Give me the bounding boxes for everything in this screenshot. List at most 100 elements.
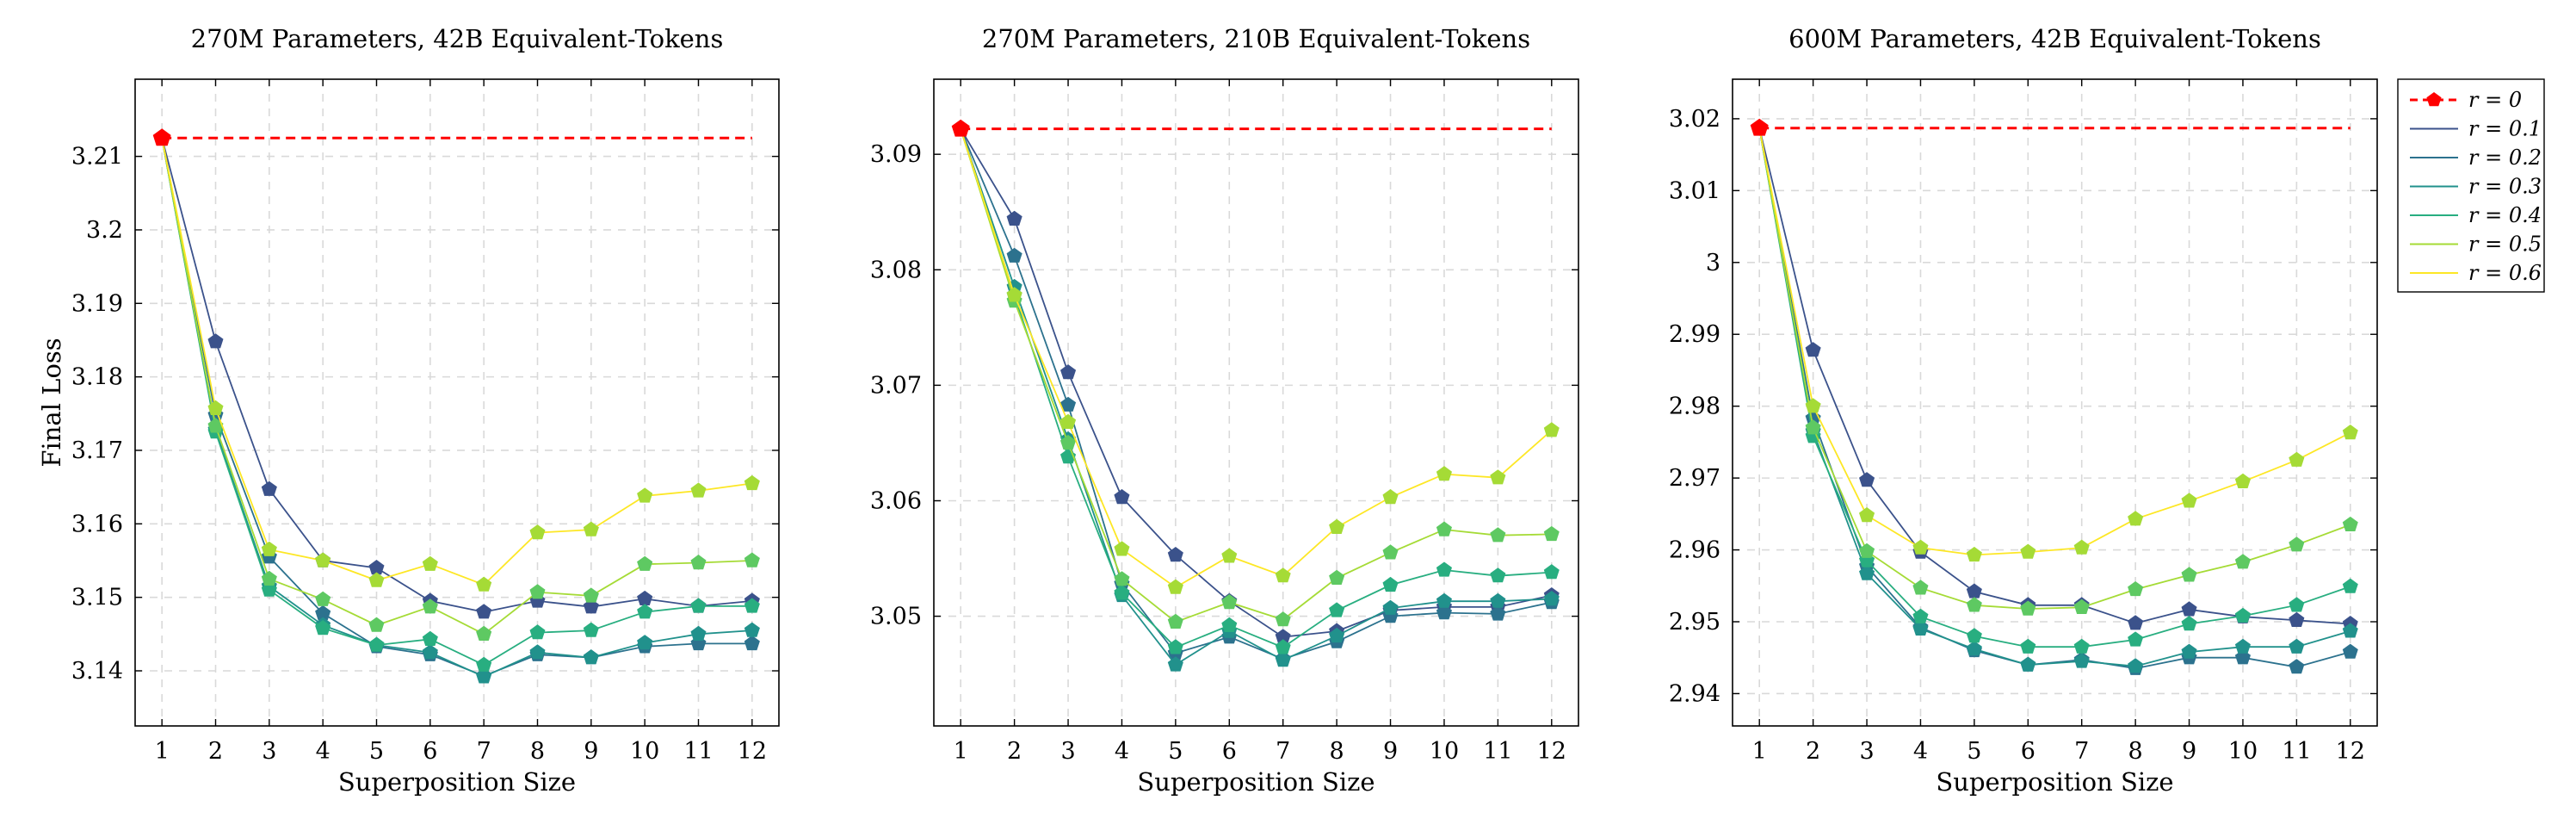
series-r=0.5 [953,121,1560,629]
data-point [2289,597,2305,612]
data-point [744,552,760,567]
data-point [744,622,760,637]
x-tick-label: 5 [1168,738,1183,765]
data-point [1382,544,1399,560]
baseline-marker-r0 [152,128,171,146]
legend-label: r = 0.3 [2468,175,2542,199]
data-point [2342,578,2358,593]
data-point [1490,469,1506,485]
plot-frame [134,78,780,727]
series-line [161,138,752,586]
legend-item: r = 0.4 [2410,203,2542,227]
data-point [1167,579,1183,594]
data-point [1805,419,1821,435]
data-point [2342,643,2358,659]
data-point [690,555,707,570]
series-r=0.3 [953,121,1560,672]
data-point [529,524,546,540]
series-line [1758,127,2351,556]
data-point [1543,525,1560,542]
legend-item: r = 0.1 [2410,117,2542,141]
x-tick-label: 7 [2074,738,2089,765]
series-line [960,128,1552,648]
data-point [422,644,438,660]
x-tick-label: 2 [1007,738,1022,765]
y-tick-label: 3.21 [71,144,123,171]
x-tick-label: 9 [2182,738,2196,765]
data-point [2234,554,2251,569]
data-point [1436,521,1452,536]
x-tick-label: 11 [1483,738,1512,765]
data-point [261,570,277,586]
plot-frame [933,78,1579,727]
y-tick-label: 3.18 [71,364,123,391]
data-point [529,644,546,660]
x-tick-label: 7 [477,738,491,765]
x-axis-label: Superposition Size [1137,767,1374,797]
data-point [637,487,653,503]
data-point [207,333,224,349]
series-r=0.2 [953,121,1560,666]
series-line [161,138,752,636]
data-point [1966,628,1982,643]
series-r=0.5 [154,129,760,641]
data-point [1275,567,1291,583]
data-point [315,591,331,606]
x-tick-label: 12 [738,738,767,765]
data-point [1436,605,1452,620]
series-r=0.2 [1751,120,2358,675]
x-tick-label: 4 [316,738,330,765]
chart-panel-3: 1 2 3 4 5 6 7 8 9 10 11 122.942.952.962.972.982.993… [1669,24,2378,797]
series-line [1758,127,2351,610]
data-point [1275,611,1291,627]
data-point [1490,527,1506,543]
legend-item: r = 0.2 [2410,146,2542,170]
data-point [1912,620,1929,636]
data-point [2128,631,2144,647]
x-tick-label: 1 [1752,738,1767,765]
data-point [1006,287,1022,302]
x-tick-label: 5 [1967,738,1981,765]
series-line [161,138,752,613]
y-tick-label: 2.97 [1669,465,1720,492]
data-point [1543,422,1560,437]
y-tick-label: 3.14 [71,658,123,685]
legend-label: r = 0 [2468,88,2522,112]
data-point [1382,489,1399,505]
data-point [2073,598,2090,614]
x-tick-label: 3 [262,738,276,765]
data-point [1275,639,1291,654]
x-tick-label: 6 [2021,738,2035,765]
data-point [1966,641,1982,656]
legend-label: r = 0.2 [2468,146,2542,170]
series-line [960,128,1552,667]
x-tick-label: 4 [1115,738,1129,765]
legend-item: r = 0.6 [2410,261,2542,285]
data-point [1805,398,1821,413]
y-tick-label: 3.15 [71,585,123,611]
data-point [2128,615,2144,630]
legend-item: r = 0 [2410,88,2522,112]
x-tick-label: 11 [2282,738,2311,765]
data-point [1060,364,1077,380]
data-point [744,635,760,651]
data-point [476,625,492,641]
data-point [1060,396,1077,412]
x-axis-label: Superposition Size [338,767,576,797]
y-tick-label: 3.05 [870,604,922,630]
data-point [1275,629,1291,644]
y-tick-label: 3.17 [71,437,123,464]
x-tick-label: 11 [683,738,713,765]
data-point [637,555,653,571]
data-point [207,400,224,415]
series-line [1758,127,2351,670]
legend-label: r = 0.6 [2468,261,2542,285]
x-tick-label: 10 [1430,738,1459,765]
data-point [2289,659,2305,674]
y-tick-label: 3.06 [870,487,922,514]
data-point [1329,518,1345,534]
series-line [1758,127,2351,667]
data-point [1006,210,1022,226]
data-point [422,598,438,614]
x-tick-label: 4 [1913,738,1928,765]
